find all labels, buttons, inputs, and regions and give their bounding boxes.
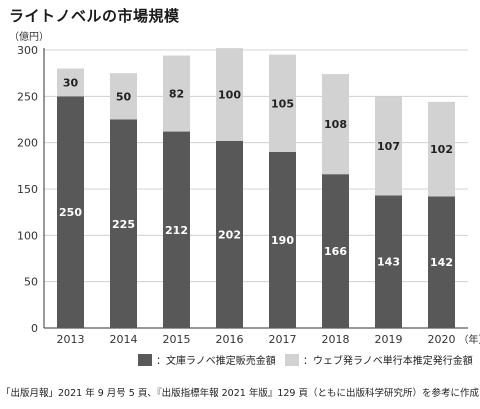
x-tick-label-2020: 2020 [428, 333, 456, 346]
y-tick-label-150: 150 [17, 183, 38, 196]
bar-bunko-2017 [269, 151, 296, 328]
source-note: 「出版月報」2021 年 9 月号 5 頁、『出版指標年報 2021 年版』12… [1, 388, 479, 399]
stacked-bar-chart: 0 50 100 150 200 250 300 250 30 2013 225 50 2014 212 8… [17, 44, 480, 346]
bar-bunko-2016 [216, 140, 243, 328]
bar-bunko-2019 [375, 195, 402, 328]
data-label-web-2017: 105 [271, 97, 294, 110]
bar-bunko-2014 [110, 119, 137, 328]
bar-web-2016 [216, 48, 243, 141]
bar-web-2013 [57, 68, 84, 97]
y-tick-label-250: 250 [17, 90, 38, 103]
y-tick-label-300: 300 [17, 44, 38, 57]
bar-bunko-2015 [163, 131, 190, 328]
data-label-bunko-2015: 212 [165, 224, 188, 237]
x-tick-label-2017: 2017 [269, 333, 297, 346]
data-label-bunko-2017: 190 [271, 234, 294, 247]
data-label-web-2020: 102 [430, 143, 453, 156]
bar-web-2020 [428, 101, 455, 197]
x-tick-label-2013: 2013 [57, 333, 85, 346]
bar-web-2019 [375, 96, 402, 196]
bar-web-2015 [163, 55, 190, 132]
data-label-bunko-2020: 142 [430, 256, 453, 269]
data-label-bunko-2016: 202 [218, 228, 241, 241]
legend-item-bunko: ：文庫ラノベ推定販売金額 [138, 352, 276, 367]
data-label-bunko-2013: 250 [59, 206, 82, 219]
bar-bunko-2020 [428, 196, 455, 328]
x-tick-label-2019: 2019 [375, 333, 403, 346]
legend-swatch-bunko [138, 353, 152, 366]
y-tick-label-50: 50 [24, 276, 38, 289]
bar-bunko-2018 [322, 174, 349, 328]
data-label-bunko-2014: 225 [112, 218, 135, 231]
y-axis-unit: （億円） [9, 32, 49, 43]
bar-web-2014 [110, 73, 137, 120]
legend-label-bunko: ：文庫ラノベ推定販売金額 [156, 356, 276, 367]
data-label-bunko-2018: 166 [324, 245, 347, 258]
legend-swatch-web [285, 353, 299, 366]
x-axis-unit: （年） [459, 333, 480, 346]
data-label-web-2013: 30 [63, 76, 79, 89]
data-label-web-2018: 108 [324, 118, 347, 131]
y-tick-label-0: 0 [31, 322, 38, 335]
data-label-bunko-2019: 143 [377, 256, 400, 269]
data-label-web-2014: 50 [116, 90, 132, 103]
data-label-web-2016: 100 [218, 88, 241, 101]
x-tick-label-2014: 2014 [110, 333, 138, 346]
x-tick-label-2018: 2018 [322, 333, 350, 346]
x-tick-label-2015: 2015 [163, 333, 191, 346]
x-tick-label-2016: 2016 [216, 333, 244, 346]
bar-bunko-2013 [57, 96, 84, 328]
bar-web-2018 [322, 74, 349, 175]
data-label-web-2015: 82 [169, 88, 184, 101]
legend-item-web: ：ウェブ発ラノベ単行本推定発行金額 [285, 352, 473, 367]
legend-label-web: ：ウェブ発ラノベ単行本推定発行金額 [303, 356, 473, 367]
bar-web-2017 [269, 54, 296, 152]
data-label-web-2019: 107 [377, 140, 400, 153]
y-tick-label-100: 100 [17, 229, 38, 242]
y-tick-label-200: 200 [17, 137, 38, 150]
chart-title: ライトノベルの市場規模 [9, 7, 180, 25]
